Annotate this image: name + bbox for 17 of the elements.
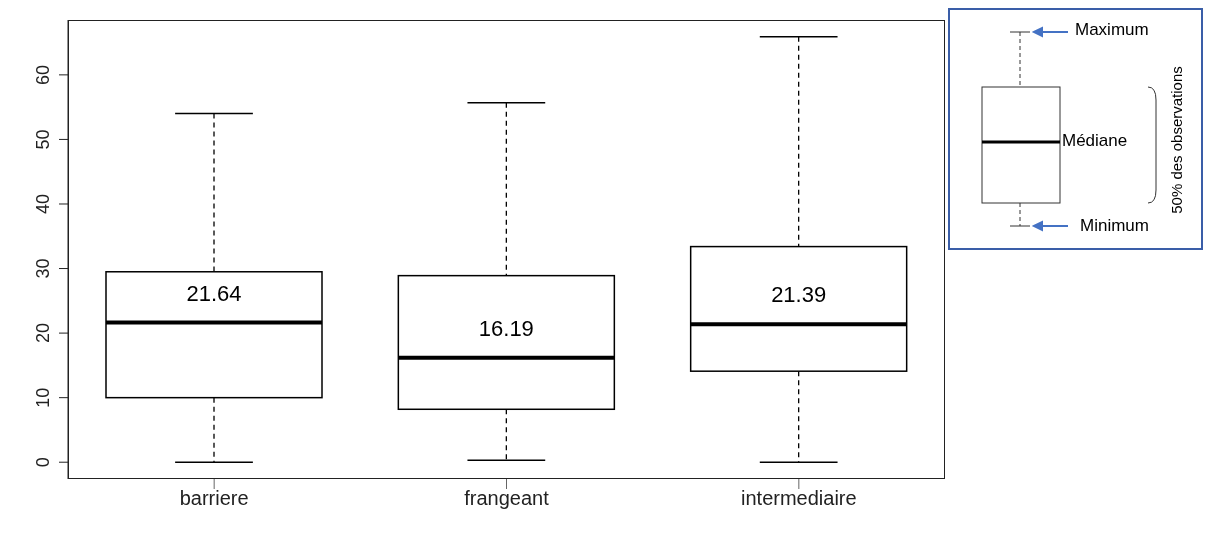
y-tick-label: 30 [33,258,53,279]
y-tick-label: 50 [33,129,53,150]
x-tick-label: intermediaire [741,487,857,510]
text: Minimum [1080,216,1149,236]
y-tick-label: 10 [33,387,53,408]
text: 50% des observations [1168,66,1185,214]
annotation: 21.39 [771,282,827,308]
y-tick-label: 40 [33,193,53,214]
y-tick-label: 0 [33,457,53,468]
text: Maximum [1075,20,1149,40]
y-tick-label: 20 [33,323,53,344]
x-tick-label: barriere [179,487,249,510]
y-tick-label: 60 [33,64,53,85]
text: Médiane [1062,131,1128,151]
annotation: 21.64 [186,280,242,306]
x-tick-label: frangeant [464,487,550,510]
annotation: 16.19 [478,315,534,341]
